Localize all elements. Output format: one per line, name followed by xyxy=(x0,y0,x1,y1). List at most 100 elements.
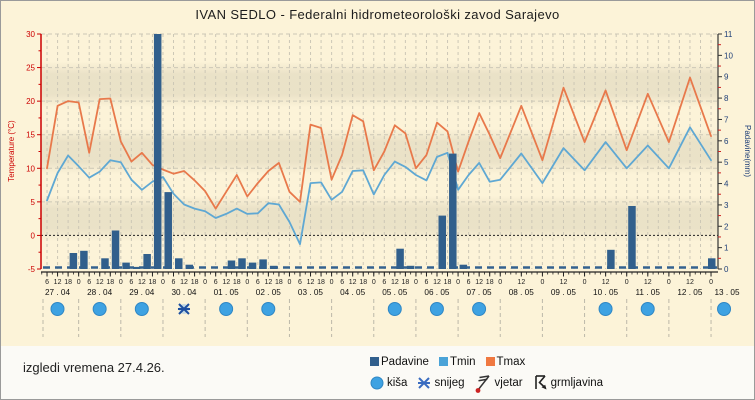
time-axis-tick-label: 12 xyxy=(222,279,230,286)
precip-bar xyxy=(708,258,716,269)
time-axis-tick-label: 6 xyxy=(340,279,344,286)
precip-bar xyxy=(175,258,183,269)
time-axis-tick-label: 0 xyxy=(498,279,502,286)
time-axis-tick-label: 0 xyxy=(667,279,671,286)
legend-label: vjetar xyxy=(494,376,523,389)
time-axis-tick-label: 0 xyxy=(540,279,544,286)
time-axis-tick-label: 6 xyxy=(129,279,133,286)
time-axis-tick-label: 0 xyxy=(119,279,123,286)
precip-bar xyxy=(449,153,457,269)
day-label: 09 . 05 xyxy=(551,288,576,297)
legend-item-padavine: Padavine xyxy=(370,356,429,368)
rain-icon xyxy=(50,302,65,316)
rain-icon xyxy=(640,302,655,316)
day-label: 06 . 05 xyxy=(424,288,449,297)
rain-icon xyxy=(219,302,234,316)
legend-item-snijeg: snijeg xyxy=(417,376,465,390)
right-axis-tick-label: 9 xyxy=(724,73,729,82)
day-label: 30 . 04 xyxy=(171,288,196,297)
left-axis-tick-label: 5 xyxy=(31,198,36,207)
precip-bar xyxy=(143,254,151,269)
precip-bar xyxy=(153,34,162,269)
right-axis-tick-label: 5 xyxy=(724,158,729,167)
time-axis-tick-label: 6 xyxy=(298,279,302,286)
right-axis-tick-label: 6 xyxy=(724,137,729,146)
day-label: 04 . 05 xyxy=(340,288,365,297)
day-label: 03 . 05 xyxy=(298,288,323,297)
time-axis-tick-label: 12 xyxy=(475,279,483,286)
legend-item-vjetar: vjetar xyxy=(475,373,523,393)
time-axis-tick-label: 0 xyxy=(161,279,165,286)
day-label: 05 . 05 xyxy=(382,288,407,297)
time-axis-tick-label: 6 xyxy=(87,279,91,286)
day-label: 08 . 05 xyxy=(509,288,534,297)
snow-icon xyxy=(177,303,190,315)
time-axis-tick-label: 12 xyxy=(138,279,146,286)
time-axis-tick-label: 12 xyxy=(560,279,568,286)
thunder-icon xyxy=(534,375,547,390)
day-label: 13 . 05 xyxy=(714,288,739,297)
legend-label: grmljavina xyxy=(550,376,604,389)
rain-icon xyxy=(387,302,402,316)
right-axis-tick-label: 0 xyxy=(724,265,729,274)
left-axis-tick-label: 25 xyxy=(26,64,35,73)
time-axis-tick-label: 0 xyxy=(287,279,291,286)
left-axis-tick-label: -5 xyxy=(28,265,36,274)
time-axis-tick-label: 0 xyxy=(625,279,629,286)
time-axis-tick-label: 18 xyxy=(444,279,452,286)
legend-item-tmin: Tmin xyxy=(438,356,476,368)
precip-bar xyxy=(438,215,447,269)
time-axis-tick-label: 6 xyxy=(467,279,471,286)
left-axis-tick-label: 10 xyxy=(26,164,35,173)
right-axis-tick-label: 11 xyxy=(724,30,733,39)
right-axis-tick-label: 8 xyxy=(724,94,729,103)
time-axis-tick-label: 18 xyxy=(486,279,494,286)
time-axis-tick-label: 0 xyxy=(414,279,418,286)
time-axis-tick-label: 18 xyxy=(401,279,409,286)
time-axis-tick-label: 0 xyxy=(583,279,587,286)
left-axis-tick-label: 15 xyxy=(26,131,35,140)
right-axis-tick-label: 3 xyxy=(724,201,729,210)
tmin-swatch-icon xyxy=(438,357,448,366)
rain-icon xyxy=(429,302,444,316)
day-label: 29 . 04 xyxy=(129,288,154,297)
time-axis-tick-label: 0 xyxy=(203,279,207,286)
time-axis-tick-label: 0 xyxy=(245,279,249,286)
precip-bar xyxy=(248,262,257,269)
precip-bar xyxy=(132,266,141,269)
legend-label: snijeg xyxy=(434,376,465,389)
time-axis-tick-label: 6 xyxy=(425,279,429,286)
left-axis-title: Temperature (°C) xyxy=(7,120,16,182)
time-axis-tick-label: 0 xyxy=(456,279,460,286)
tmin-line xyxy=(46,126,712,246)
padavine-swatch-icon xyxy=(370,357,379,366)
rain-icon xyxy=(472,302,487,316)
right-axis-tick-label: 2 xyxy=(724,222,729,231)
precip-bar xyxy=(227,260,236,269)
footer-panel: izgledi vremena 27.4.26. Padavine Tmin T… xyxy=(1,346,754,399)
time-axis-tick-label: 0 xyxy=(77,279,81,286)
right-axis-tick-label: 1 xyxy=(724,244,729,253)
time-axis-tick-label: 12 xyxy=(391,279,399,286)
time-axis-tick-label: 6 xyxy=(382,279,386,286)
day-label: 27 . 04 xyxy=(45,288,70,297)
time-axis-tick-label: 18 xyxy=(233,279,241,286)
legend-label: kiša xyxy=(387,376,408,389)
time-axis-tick-label: 18 xyxy=(191,279,199,286)
precip-bar xyxy=(406,265,415,269)
time-axis-tick-label: 12 xyxy=(686,279,694,286)
time-axis-tick-label: 0 xyxy=(709,279,713,286)
rain-icon xyxy=(134,302,149,316)
time-axis-tick-label: 18 xyxy=(359,279,367,286)
snow-icon xyxy=(418,376,431,389)
precip-bar xyxy=(459,264,468,269)
right-axis-title: Padavine(mm) xyxy=(743,125,752,177)
time-axis-tick-label: 6 xyxy=(256,279,260,286)
precip-bar xyxy=(607,249,615,269)
precip-bar xyxy=(628,206,636,269)
chart-panel: IVAN SEDLO - Federalni hidrometeorološki… xyxy=(1,1,754,346)
legend-item-kisa: kiša xyxy=(370,376,407,390)
rain-icon xyxy=(92,302,107,316)
legend-label: Padavine xyxy=(381,355,429,368)
